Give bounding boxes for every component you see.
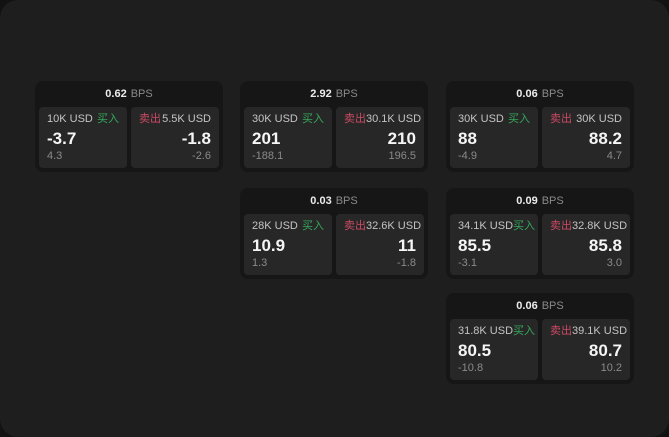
buy-price: 88 <box>458 129 477 148</box>
bps-value: 2.92 <box>310 88 332 100</box>
buy-delta: -188.1 <box>252 150 284 162</box>
buy-panel[interactable]: 28K USD 买入 10.9 1.3 <box>244 214 332 275</box>
buy-delta: -10.8 <box>458 362 484 374</box>
bps-header: 0.62 BPS <box>35 81 223 107</box>
sell-price: 80.7 <box>588 341 622 360</box>
buy-label: 买入 <box>513 325 536 337</box>
buy-panel[interactable]: 31.8K USD 买入 80.5 -10.8 <box>450 319 538 380</box>
sell-label: 卖出 <box>344 220 366 232</box>
sell-amount: 5.5K USD <box>162 113 211 125</box>
sell-label: 卖出 <box>550 220 572 232</box>
bps-unit: BPS <box>335 195 358 207</box>
buy-amount: 10K USD <box>47 113 93 125</box>
quote-card: 2.92 BPS 30K USD 买入 201 -188.1 卖出 30.1K … <box>240 81 428 172</box>
sell-amount: 30.1K USD <box>366 113 422 125</box>
bps-unit: BPS <box>541 195 564 207</box>
bps-value: 0.06 <box>516 300 538 312</box>
quote-card: 0.62 BPS 10K USD 买入 -3.7 4.3 卖出 5.5K USD… <box>35 81 223 172</box>
bps-header: 0.06 BPS <box>446 81 634 107</box>
quote-card: 0.09 BPS 34.1K USD 买入 85.5 -3.1 卖出 32.8K… <box>446 188 634 279</box>
sell-delta: -1.8 <box>397 257 416 269</box>
sell-amount: 32.8K USD <box>572 220 628 232</box>
bps-header: 2.92 BPS <box>240 81 428 107</box>
buy-label: 买入 <box>513 220 536 232</box>
sell-panel[interactable]: 卖出 5.5K USD -1.8 -2.6 <box>131 107 219 168</box>
buy-delta: 1.3 <box>252 257 268 269</box>
buy-delta: 4.3 <box>47 150 63 162</box>
buy-amount: 30K USD <box>252 113 298 125</box>
buy-delta: -3.1 <box>458 257 477 269</box>
quote-card: 0.06 BPS 30K USD 买入 88 -4.9 卖出 30K USD 8… <box>446 81 634 172</box>
sell-label: 卖出 <box>139 113 161 125</box>
sell-delta: -2.6 <box>192 150 211 162</box>
bps-unit: BPS <box>335 88 358 100</box>
buy-panel[interactable]: 34.1K USD 买入 85.5 -3.1 <box>450 214 538 275</box>
sell-panel[interactable]: 卖出 39.1K USD 80.7 10.2 <box>542 319 630 380</box>
sell-amount: 32.6K USD <box>366 220 422 232</box>
bps-header: 0.09 BPS <box>446 188 634 214</box>
sell-delta: 10.2 <box>600 362 622 374</box>
bps-unit: BPS <box>541 88 564 100</box>
buy-amount: 31.8K USD <box>458 325 514 337</box>
sell-price: 88.2 <box>588 129 622 148</box>
sell-panel[interactable]: 卖出 32.6K USD 11 -1.8 <box>336 214 424 275</box>
sell-price: 210 <box>387 129 416 148</box>
sell-delta: 196.5 <box>388 150 416 162</box>
sell-label: 卖出 <box>344 113 366 125</box>
sell-price: 85.8 <box>588 236 622 255</box>
bps-unit: BPS <box>130 88 153 100</box>
bps-header: 0.03 BPS <box>240 188 428 214</box>
buy-price: 80.5 <box>458 341 492 360</box>
sell-amount: 30K USD <box>576 113 622 125</box>
buy-price: 10.9 <box>252 236 286 255</box>
buy-amount: 30K USD <box>458 113 504 125</box>
buy-label: 买入 <box>302 220 324 232</box>
sell-delta: 3.0 <box>606 257 622 269</box>
bps-value: 0.62 <box>105 88 127 100</box>
buy-amount: 28K USD <box>252 220 298 232</box>
sell-label: 卖出 <box>550 325 572 337</box>
bps-value: 0.09 <box>516 195 538 207</box>
quote-card: 0.06 BPS 31.8K USD 买入 80.5 -10.8 卖出 39.1… <box>446 293 634 384</box>
sell-label: 卖出 <box>550 113 572 125</box>
sell-panel[interactable]: 卖出 32.8K USD 85.8 3.0 <box>542 214 630 275</box>
buy-panel[interactable]: 10K USD 买入 -3.7 4.3 <box>39 107 127 168</box>
bps-unit: BPS <box>541 300 564 312</box>
buy-label: 买入 <box>97 113 119 125</box>
sell-panel[interactable]: 卖出 30K USD 88.2 4.7 <box>542 107 630 168</box>
buy-panel[interactable]: 30K USD 买入 88 -4.9 <box>450 107 538 168</box>
bps-header: 0.06 BPS <box>446 293 634 319</box>
buy-panel[interactable]: 30K USD 买入 201 -188.1 <box>244 107 332 168</box>
buy-label: 买入 <box>302 113 324 125</box>
sell-price: 11 <box>398 236 416 255</box>
buy-price: -3.7 <box>47 129 77 148</box>
bps-value: 0.03 <box>310 195 332 207</box>
buy-label: 买入 <box>508 113 530 125</box>
sell-panel[interactable]: 卖出 30.1K USD 210 196.5 <box>336 107 424 168</box>
sell-price: -1.8 <box>181 129 211 148</box>
quote-card: 0.03 BPS 28K USD 买入 10.9 1.3 卖出 32.6K US… <box>240 188 428 279</box>
bps-value: 0.06 <box>516 88 538 100</box>
buy-delta: -4.9 <box>458 150 477 162</box>
sell-delta: 4.7 <box>606 150 622 162</box>
sell-amount: 39.1K USD <box>572 325 628 337</box>
buy-price: 201 <box>252 129 281 148</box>
buy-price: 85.5 <box>458 236 492 255</box>
buy-amount: 34.1K USD <box>458 220 514 232</box>
